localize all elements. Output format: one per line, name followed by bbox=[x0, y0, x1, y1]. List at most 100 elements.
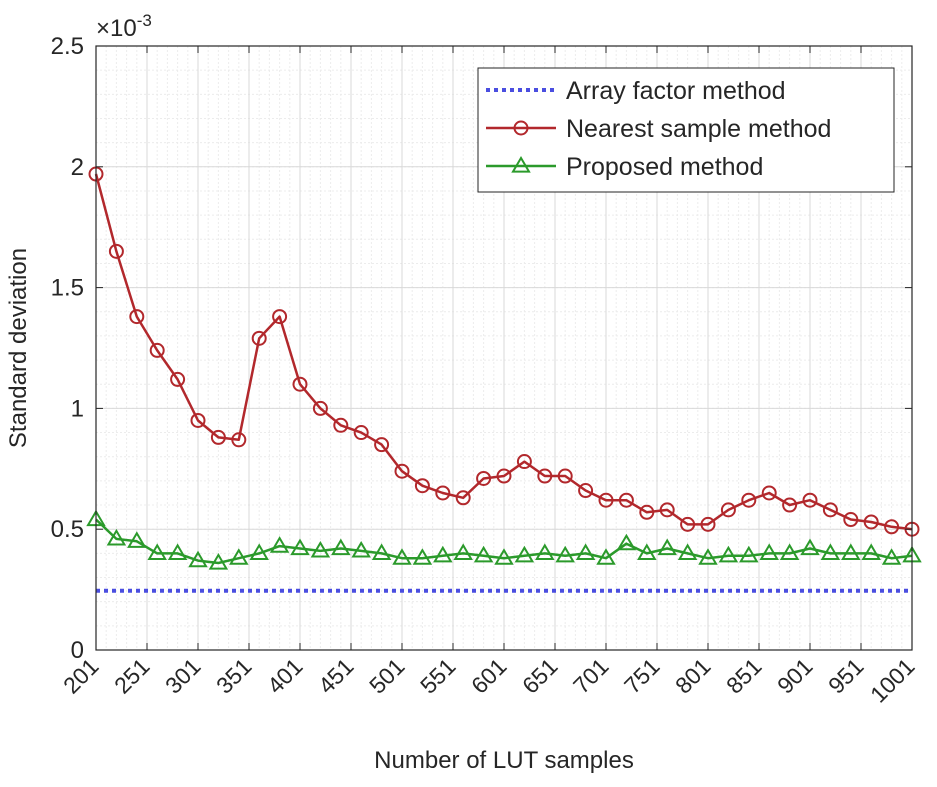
data-point-triangle bbox=[494, 548, 514, 565]
y-tick-label: 1 bbox=[71, 395, 84, 422]
data-point-triangle bbox=[473, 545, 494, 563]
legend: Array factor method Nearest sample method… bbox=[477, 67, 895, 193]
series-2 bbox=[86, 509, 922, 570]
data-point-circle bbox=[251, 330, 267, 346]
legend-entry-label: Nearest sample method bbox=[566, 115, 831, 143]
data-point-circle bbox=[312, 400, 328, 416]
x-tick-label: 301 bbox=[160, 653, 206, 699]
data-point-triangle bbox=[290, 538, 310, 556]
data-point-triangle bbox=[331, 538, 351, 556]
data-point-circle bbox=[333, 417, 349, 433]
data-point-triangle bbox=[820, 543, 841, 560]
data-point-triangle bbox=[637, 543, 657, 560]
data-point-triangle bbox=[535, 543, 555, 560]
data-point-circle bbox=[516, 454, 532, 470]
data-point-circle bbox=[659, 502, 675, 518]
data-point-circle bbox=[700, 516, 716, 532]
legend-box bbox=[477, 67, 895, 193]
data-point-triangle bbox=[861, 543, 881, 560]
data-point-circle bbox=[720, 502, 736, 518]
data-point-triangle bbox=[511, 156, 531, 173]
data-point-circle bbox=[782, 497, 798, 513]
data-point-triangle bbox=[188, 550, 208, 568]
data-point-circle bbox=[578, 483, 594, 499]
x-tick-label: 351 bbox=[211, 653, 257, 699]
data-point-triangle bbox=[127, 531, 147, 548]
data-point-circle bbox=[496, 468, 512, 484]
y-tick-label: 1.5 bbox=[51, 275, 84, 302]
data-point-circle bbox=[557, 468, 573, 484]
x-tick-label: 1001 bbox=[865, 653, 920, 708]
data-point-circle bbox=[598, 492, 614, 508]
data-point-circle bbox=[863, 514, 879, 530]
data-point-triangle bbox=[718, 545, 739, 563]
data-point-triangle bbox=[739, 545, 759, 563]
legend-entry-label: Proposed method bbox=[566, 153, 763, 181]
data-point-triangle bbox=[371, 543, 392, 560]
data-point-circle bbox=[618, 492, 634, 508]
data-point-circle bbox=[537, 468, 553, 484]
series-1 bbox=[88, 166, 920, 537]
data-point-circle bbox=[210, 429, 226, 445]
data-point-circle bbox=[513, 120, 529, 136]
data-point-circle bbox=[129, 309, 145, 325]
data-point-triangle bbox=[310, 540, 331, 558]
y-tick-label: 0 bbox=[71, 637, 84, 664]
data-point-circle bbox=[476, 470, 492, 486]
data-point-triangle bbox=[514, 545, 535, 563]
y-axis-exponent-power: -3 bbox=[137, 11, 152, 30]
data-point-circle bbox=[170, 371, 186, 387]
data-point-circle bbox=[353, 425, 369, 441]
data-point-triangle bbox=[412, 548, 433, 565]
data-point-triangle bbox=[555, 545, 575, 563]
data-point-circle bbox=[190, 412, 206, 428]
data-point-circle bbox=[843, 512, 859, 528]
data-point-triangle bbox=[249, 543, 269, 560]
data-point-triangle bbox=[841, 543, 861, 560]
data-point-triangle bbox=[229, 548, 249, 565]
data-point-triangle bbox=[392, 548, 412, 565]
x-tick-label: 801 bbox=[670, 653, 716, 699]
data-point-triangle bbox=[433, 545, 453, 563]
x-tick-label: 551 bbox=[415, 653, 461, 699]
data-point-circle bbox=[822, 502, 838, 518]
data-point-circle bbox=[435, 485, 451, 501]
data-point-circle bbox=[292, 376, 308, 392]
data-point-circle bbox=[149, 342, 165, 358]
data-point-triangle bbox=[106, 528, 127, 546]
data-point-triangle bbox=[616, 533, 637, 551]
x-tick-label: 851 bbox=[721, 653, 767, 699]
data-point-circle bbox=[639, 504, 655, 520]
data-point-circle bbox=[414, 478, 430, 494]
y-tick-label: 2 bbox=[71, 154, 84, 181]
x-tick-label: 751 bbox=[619, 653, 665, 699]
data-point-triangle bbox=[881, 548, 902, 565]
x-axis-label: Number of LUT samples bbox=[374, 747, 634, 774]
data-point-triangle bbox=[657, 538, 677, 556]
x-tick-label: 701 bbox=[568, 653, 614, 699]
y-tick-label: 2.5 bbox=[51, 33, 84, 60]
data-point-circle bbox=[884, 519, 900, 535]
x-tick-label: 951 bbox=[823, 653, 869, 699]
x-tick-label: 451 bbox=[313, 653, 359, 699]
data-point-triangle bbox=[596, 548, 616, 565]
data-point-triangle bbox=[147, 543, 167, 560]
data-point-triangle bbox=[351, 540, 371, 558]
data-point-circle bbox=[455, 490, 471, 506]
legend-entry-label: Array factor method bbox=[566, 77, 786, 105]
data-point-circle bbox=[272, 309, 288, 325]
x-tick-label: 401 bbox=[262, 653, 308, 699]
data-point-triangle bbox=[677, 543, 698, 560]
data-point-circle bbox=[802, 492, 818, 508]
data-point-triangle bbox=[453, 543, 473, 560]
data-point-triangle bbox=[800, 538, 820, 556]
data-point-circle bbox=[680, 516, 696, 532]
data-point-circle bbox=[374, 437, 390, 453]
data-point-circle bbox=[761, 485, 777, 501]
y-tick-label: 0.5 bbox=[51, 516, 84, 543]
data-point-circle bbox=[741, 492, 757, 508]
data-point-circle bbox=[231, 432, 247, 448]
x-tick-label: 651 bbox=[517, 653, 563, 699]
data-point-triangle bbox=[208, 553, 229, 570]
